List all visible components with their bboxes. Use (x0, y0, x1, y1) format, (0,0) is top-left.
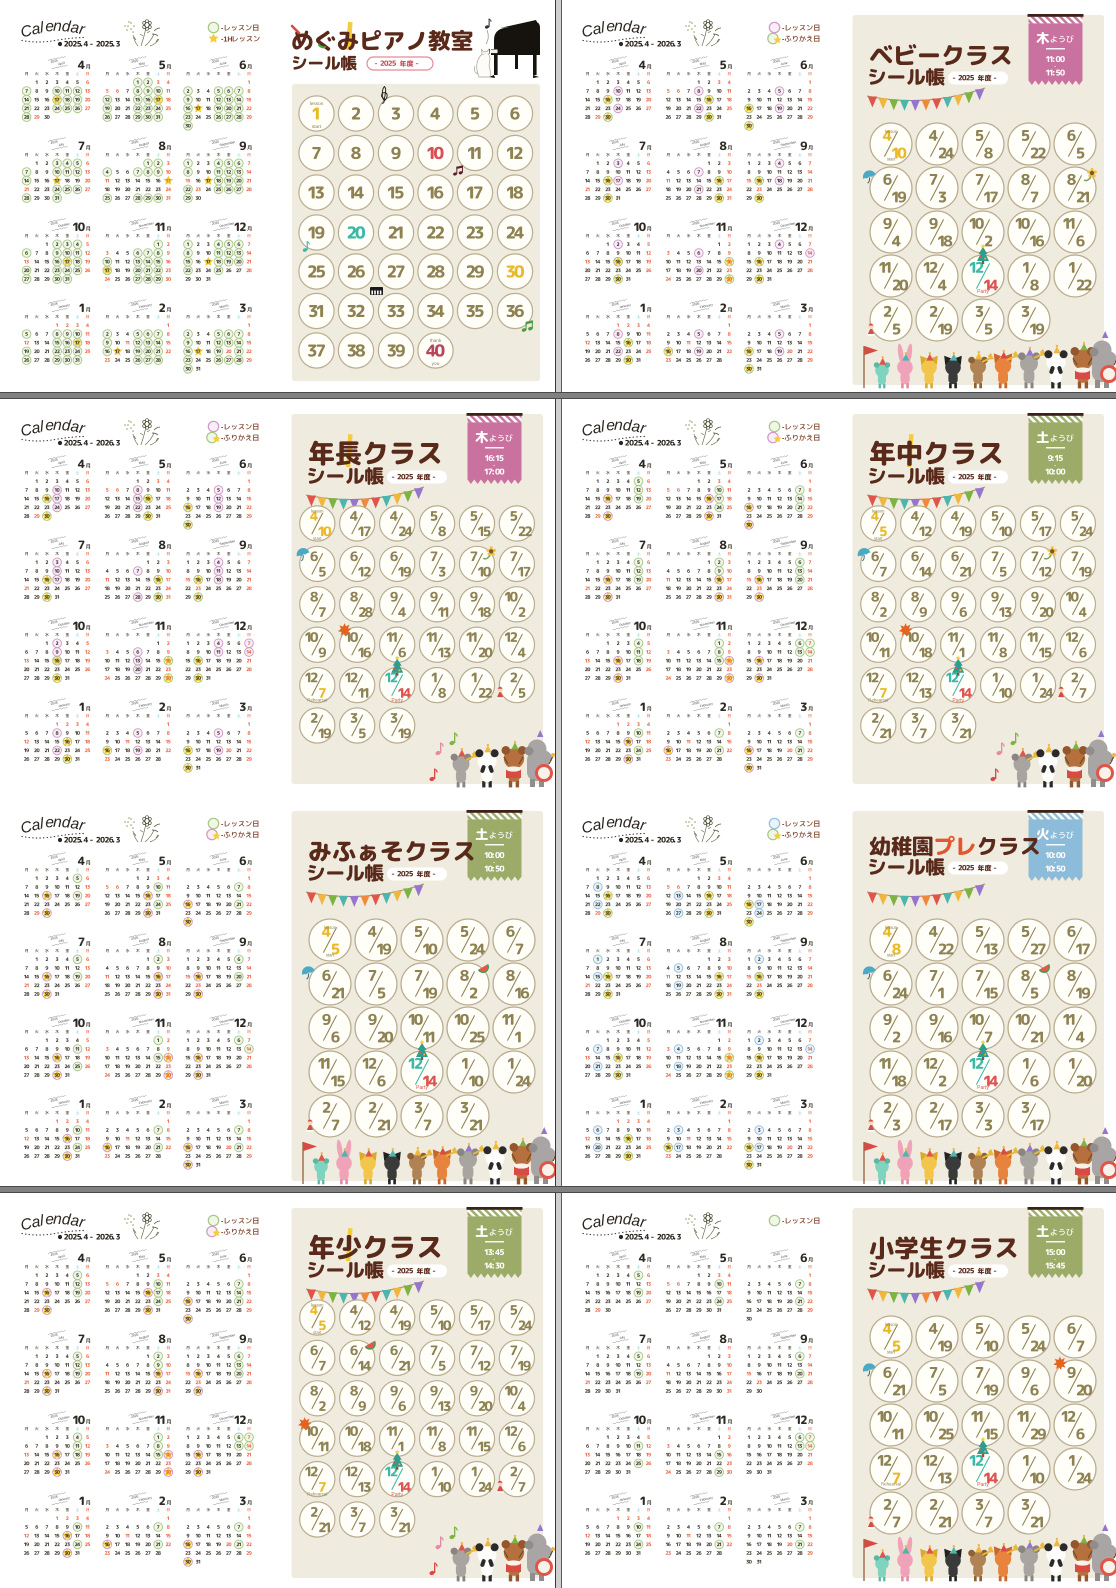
svg-text:Party: Party (977, 289, 989, 295)
svg-text:Rehearsal: Rehearsal (307, 1491, 327, 1496)
svg-text:you: you (432, 362, 440, 367)
svg-text:lesson: lesson (324, 925, 337, 930)
svg-text:start: start (887, 1349, 896, 1354)
svg-text:Party: Party (391, 698, 403, 704)
svg-text:lesson: lesson (311, 1302, 324, 1307)
svg-text:start: start (874, 536, 883, 541)
svg-text:start: start (326, 952, 335, 957)
svg-text:Rehearsal: Rehearsal (868, 697, 888, 702)
svg-text:Party: Party (391, 1492, 403, 1498)
svg-text:start: start (313, 1330, 322, 1335)
svg-text:start: start (887, 952, 896, 957)
svg-text:-: - (221, 433, 224, 442)
svg-text:Rehearsal: Rehearsal (307, 697, 327, 702)
svg-text:start: start (313, 536, 322, 541)
svg-text:start: start (312, 124, 322, 130)
svg-text:-: - (221, 422, 224, 431)
svg-text:-: - (782, 422, 785, 431)
svg-text:Party: Party (977, 1482, 989, 1488)
svg-text:-: - (782, 819, 785, 828)
svg-text:-: - (782, 433, 785, 442)
svg-text:-: - (782, 34, 785, 43)
svg-text:thank: thank (430, 338, 442, 344)
svg-text:-: - (221, 1227, 224, 1236)
svg-text:-: - (782, 830, 785, 839)
svg-text:lesson: lesson (885, 925, 898, 930)
svg-text:lesson: lesson (885, 129, 898, 134)
svg-text:Party: Party (952, 698, 964, 704)
svg-text:-: - (221, 23, 224, 32)
svg-text:-: - (221, 830, 224, 839)
svg-text:-: - (221, 819, 224, 828)
svg-text:start: start (887, 157, 896, 162)
svg-text:-: - (782, 23, 785, 32)
svg-text:Party: Party (977, 1085, 989, 1091)
svg-text:-1H: -1H (221, 34, 233, 43)
svg-text:Rehearsal: Rehearsal (881, 1481, 901, 1486)
svg-text:lesson: lesson (311, 508, 324, 513)
svg-text:lesson: lesson (885, 1322, 898, 1327)
svg-text:lesson: lesson (310, 101, 324, 107)
svg-text:lesson: lesson (872, 508, 885, 513)
svg-text:-: - (221, 1216, 224, 1225)
svg-text:-: - (782, 1216, 785, 1225)
svg-text:Party: Party (416, 1085, 428, 1091)
